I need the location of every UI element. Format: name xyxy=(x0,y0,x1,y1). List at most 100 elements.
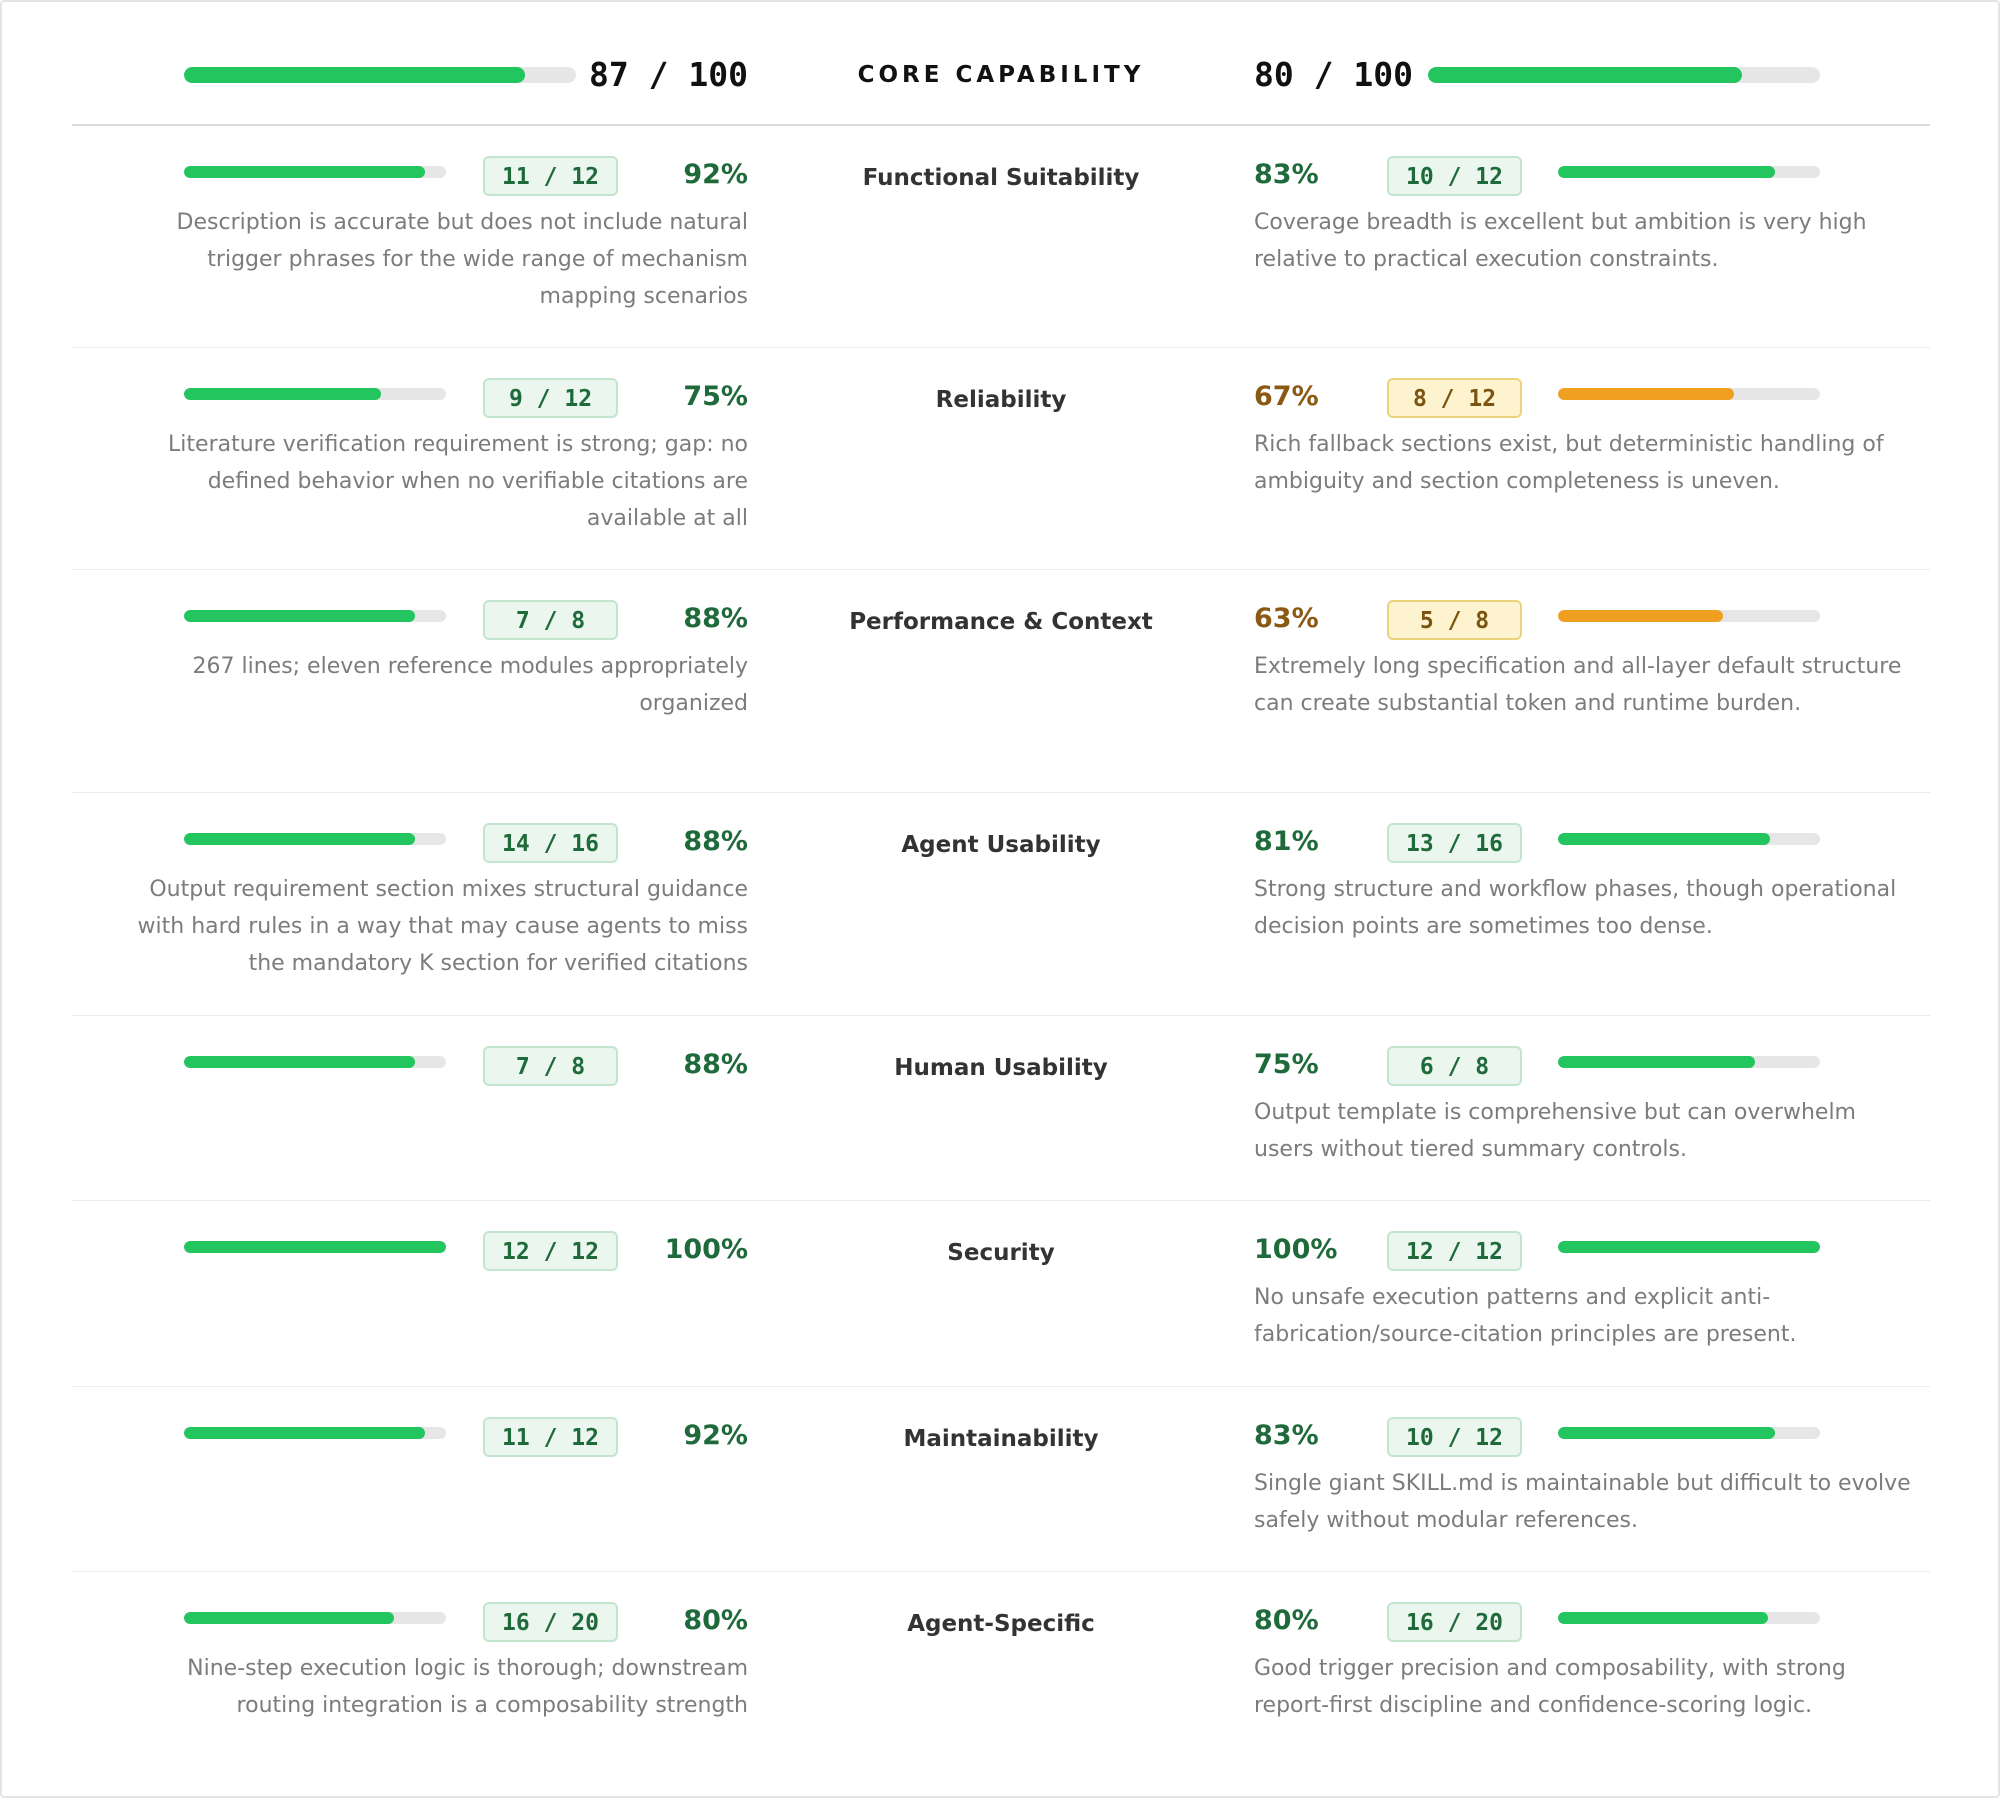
right-description: Coverage breadth is excellent but ambiti… xyxy=(1254,210,1867,272)
right-score-badge: 8 / 12 xyxy=(1387,378,1522,418)
dimension-row-security: 12 / 12 100% Security 100% 12 / 12 No un… xyxy=(72,1201,1930,1387)
left-progress-bar xyxy=(184,833,446,845)
left-score-badge: 14 / 16 xyxy=(483,823,618,863)
left-progress-bar xyxy=(184,1427,446,1439)
dimension-label: Maintainability xyxy=(903,1426,1099,1452)
dimension-label: Human Usability xyxy=(894,1055,1108,1081)
right-score-badge: 12 / 12 xyxy=(1387,1231,1522,1271)
left-progress-fill xyxy=(184,1241,446,1253)
left-score-badge: 7 / 8 xyxy=(483,600,618,640)
left-score-badge: 11 / 12 xyxy=(483,1417,618,1457)
right-score-badge: 16 / 20 xyxy=(1387,1602,1522,1642)
dimension-label: Performance & Context xyxy=(849,609,1153,635)
left-percent: 75% xyxy=(683,381,748,412)
right-progress-bar xyxy=(1558,1241,1820,1253)
left-total-score: 87 / 100 xyxy=(589,55,748,94)
right-percent: 80% xyxy=(1254,1605,1319,1636)
right-score-badge: 10 / 12 xyxy=(1387,1417,1522,1457)
left-progress-bar xyxy=(184,1612,446,1624)
right-description: Good trigger precision and composability… xyxy=(1254,1656,1846,1718)
left-percent: 80% xyxy=(683,1605,748,1636)
dimension-row-reliability: 9 / 12 75% Reliability 67% 8 / 12 Litera… xyxy=(72,348,1930,570)
right-score-badge: 13 / 16 xyxy=(1387,823,1522,863)
left-progress-fill xyxy=(184,610,415,622)
right-description: Strong structure and workflow phases, th… xyxy=(1254,877,1897,939)
right-progress-fill xyxy=(1558,1612,1768,1624)
right-description: No unsafe execution patterns and explici… xyxy=(1254,1285,1797,1347)
right-description: Single giant SKILL.md is maintainable bu… xyxy=(1254,1471,1911,1533)
dimension-row-performance-context: 7 / 8 88% Performance & Context 63% 5 / … xyxy=(72,570,1930,793)
right-percent: 63% xyxy=(1254,603,1319,634)
right-description: Output template is comprehensive but can… xyxy=(1254,1100,1856,1162)
left-progress-bar xyxy=(184,1056,446,1068)
right-progress-fill xyxy=(1558,388,1734,400)
left-score-badge: 9 / 12 xyxy=(483,378,618,418)
right-progress-bar xyxy=(1558,166,1820,178)
left-total-progress-bar xyxy=(184,67,576,83)
left-progress-fill xyxy=(184,1056,415,1068)
dimension-label: Reliability xyxy=(935,387,1067,413)
left-percent: 88% xyxy=(683,1049,748,1080)
left-percent: 100% xyxy=(664,1234,748,1265)
left-score-badge: 11 / 12 xyxy=(483,156,618,196)
left-score-badge: 7 / 8 xyxy=(483,1046,618,1086)
right-score-badge: 5 / 8 xyxy=(1387,600,1522,640)
right-percent: 83% xyxy=(1254,159,1319,190)
dimension-label: Agent-Specific xyxy=(907,1611,1095,1637)
right-description: Extremely long specification and all-lay… xyxy=(1254,654,1902,716)
left-progress-bar xyxy=(184,388,446,400)
right-percent: 100% xyxy=(1254,1234,1338,1265)
right-progress-bar xyxy=(1558,388,1820,400)
right-progress-fill xyxy=(1558,1427,1776,1439)
right-progress-bar xyxy=(1558,1427,1820,1439)
dimension-row-agent-usability: 14 / 16 88% Agent Usability 81% 13 / 16 … xyxy=(72,793,1930,1016)
right-total-score: 80 / 100 xyxy=(1254,55,1413,94)
left-description: Output requirement section mixes structu… xyxy=(137,877,748,976)
score-header: 87 / 100 CORE CAPABILITY 80 / 100 xyxy=(72,2,1930,126)
dimension-label: Security xyxy=(947,1240,1055,1266)
dimension-row-maintainability: 11 / 12 92% Maintainability 83% 10 / 12 … xyxy=(72,1387,1930,1572)
left-total-progress-fill xyxy=(184,67,526,83)
left-progress-bar xyxy=(184,1241,446,1253)
dimension-label: Agent Usability xyxy=(901,832,1101,858)
left-progress-fill xyxy=(184,833,415,845)
right-progress-bar xyxy=(1558,833,1820,845)
dimension-label: Functional Suitability xyxy=(862,165,1140,191)
dimension-row-functional-suitability: 11 / 12 92% Functional Suitability 83% 1… xyxy=(72,126,1930,348)
left-progress-bar xyxy=(184,166,446,178)
right-score-badge: 6 / 8 xyxy=(1387,1046,1522,1086)
right-progress-fill xyxy=(1558,833,1771,845)
left-progress-bar xyxy=(184,610,446,622)
right-progress-bar xyxy=(1558,610,1820,622)
left-progress-fill xyxy=(184,388,381,400)
left-progress-fill xyxy=(184,1612,394,1624)
left-description: 267 lines; eleven reference modules appr… xyxy=(192,654,749,716)
left-percent: 88% xyxy=(683,603,748,634)
dimension-row-agent-specific: 16 / 20 80% Agent-Specific 80% 16 / 20 N… xyxy=(72,1572,1930,1798)
right-progress-fill xyxy=(1558,610,1724,622)
left-progress-fill xyxy=(184,1427,426,1439)
right-percent: 75% xyxy=(1254,1049,1319,1080)
left-progress-fill xyxy=(184,166,426,178)
right-total-progress-fill xyxy=(1428,67,1742,83)
right-progress-fill xyxy=(1558,166,1776,178)
left-description: Literature verification requirement is s… xyxy=(168,432,748,531)
right-progress-bar xyxy=(1558,1612,1820,1624)
right-score-badge: 10 / 12 xyxy=(1387,156,1522,196)
right-progress-fill xyxy=(1558,1241,1820,1253)
left-percent: 92% xyxy=(683,159,748,190)
right-progress-bar xyxy=(1558,1056,1820,1068)
right-description: Rich fallback sections exist, but determ… xyxy=(1254,432,1884,494)
panel-title: CORE CAPABILITY xyxy=(857,62,1145,88)
dimension-row-human-usability: 7 / 8 88% Human Usability 75% 6 / 8 Outp… xyxy=(72,1016,1930,1201)
left-percent: 88% xyxy=(683,826,748,857)
right-progress-fill xyxy=(1558,1056,1755,1068)
left-description: Nine-step execution logic is thorough; d… xyxy=(187,1656,748,1718)
left-percent: 92% xyxy=(683,1420,748,1451)
right-total-progress-bar xyxy=(1428,67,1820,83)
left-description: Description is accurate but does not inc… xyxy=(176,210,748,309)
right-percent: 83% xyxy=(1254,1420,1319,1451)
right-percent: 81% xyxy=(1254,826,1319,857)
right-percent: 67% xyxy=(1254,381,1319,412)
